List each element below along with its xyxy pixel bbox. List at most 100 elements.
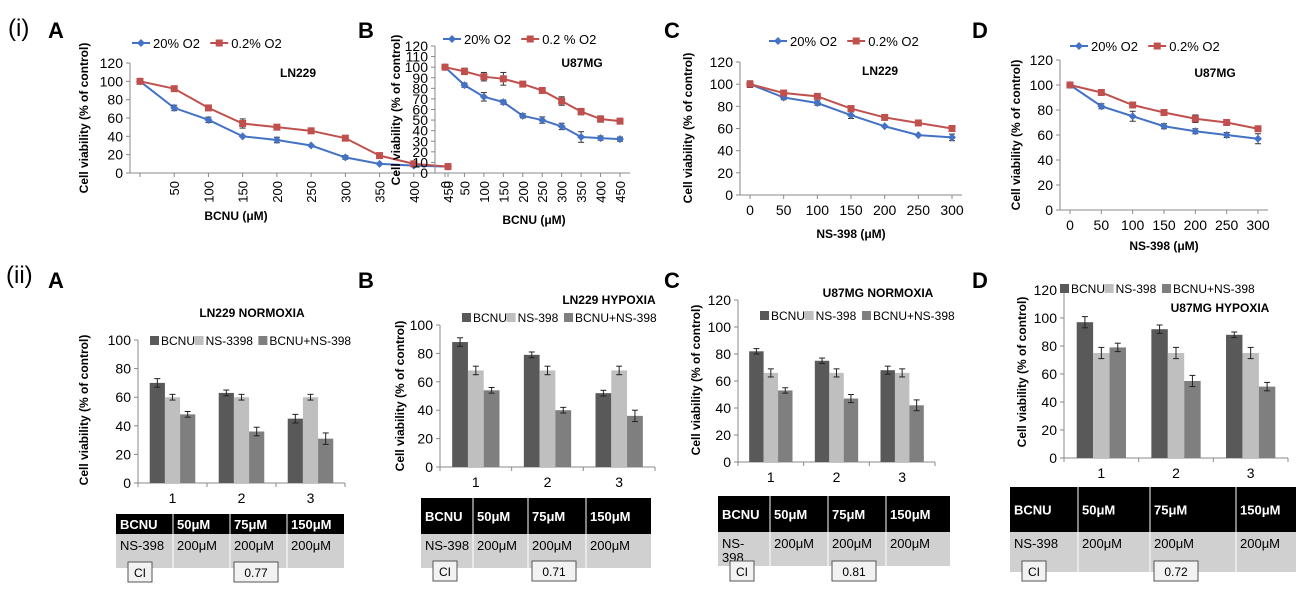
dose-table-header-cell: 75μM (832, 507, 865, 522)
data-point (1066, 81, 1074, 89)
x-tick-label: 2 (1172, 465, 1180, 481)
y-tick-label: 60 (107, 110, 123, 126)
x-tick-label: 350 (373, 181, 388, 203)
dose-table-row-bg (718, 532, 950, 566)
y-tick-label: 120 (100, 55, 124, 71)
data-point (948, 133, 956, 142)
data-point (746, 80, 754, 88)
bar-2 (1258, 386, 1276, 458)
data-point (1097, 102, 1106, 111)
x-tick-label: 3 (898, 469, 906, 485)
bar-0 (452, 342, 468, 467)
legend-label: BCNU+NS-398 (1173, 282, 1255, 296)
y-tick-label: 120 (708, 292, 732, 308)
data-point (238, 132, 247, 141)
x-tick-label: 450 (613, 181, 628, 203)
bar-2 (778, 390, 793, 462)
y-tick-label: 100 (405, 59, 429, 75)
legend-swatch-1 (506, 313, 516, 322)
y-tick-label: 80 (107, 92, 123, 108)
x-tick-label: 2 (833, 469, 841, 485)
dose-table-cell: NS- (722, 536, 744, 551)
chart-panel-iiA: A 0 20 40 60 80 100 Cell viability (% of contro… (48, 268, 351, 583)
panel-letter: C (664, 268, 680, 293)
row-label-i: (i) (8, 15, 29, 42)
y-tick-label: 20 (717, 165, 733, 181)
legend-label: 20% O2 (153, 36, 200, 51)
y-tick-label: 0 (725, 187, 733, 203)
y-tick-label: 40 (1037, 152, 1053, 168)
legend-label: 0.2 % O2 (542, 32, 596, 47)
legend-label: 20% O2 (464, 32, 511, 47)
bar-1 (894, 372, 910, 462)
x-tick-label: 200 (873, 202, 897, 218)
bar-1 (164, 397, 181, 483)
x-tick-label: 250 (304, 181, 319, 203)
legend-label: NS-398 (518, 311, 559, 325)
legend-label: NS-3398 (206, 334, 254, 348)
data-point (341, 134, 349, 142)
y-tick-label: 20 (417, 431, 433, 447)
panel-letter: B (358, 268, 374, 293)
x-tick-label: 150 (496, 181, 511, 203)
dose-table-header-bg (421, 498, 651, 534)
legend-swatch-1 (194, 336, 204, 345)
y-tick-label: 80 (1037, 102, 1053, 118)
y-tick-label: 20 (1041, 422, 1057, 438)
y-tick-label: 20 (107, 147, 123, 163)
bar-2 (180, 414, 196, 483)
y-tick-label: 20 (1037, 177, 1053, 193)
ci-label: CI (736, 565, 748, 579)
bar-0 (880, 370, 895, 462)
y-tick-label: 10 (412, 154, 428, 170)
bar-1 (302, 397, 319, 483)
y-tick-label: 40 (715, 400, 731, 416)
dose-table-header-cell: BCNU (1014, 503, 1052, 518)
x-tick-label: 150 (839, 202, 863, 218)
dose-table-cell: 200μM (477, 538, 517, 553)
dose-table-cell: 200μM (1082, 536, 1122, 551)
dose-table-header-cell: BCNU (120, 517, 158, 532)
dose-table-cell: 200μM (832, 536, 872, 551)
y-tick-label: 100 (708, 319, 732, 335)
data-point (538, 86, 546, 94)
bar-1 (611, 370, 628, 467)
data-point (444, 163, 452, 171)
legend-label: BCNU (1071, 282, 1105, 296)
dose-table-cell: 200μM (291, 538, 331, 553)
legend-label: 0.2% O2 (1169, 39, 1220, 54)
legend-marker (526, 35, 534, 43)
y-tick-label: 0 (123, 475, 131, 491)
ci-label-box (1021, 560, 1047, 582)
chart-title: LN229 NORMOXIA (199, 306, 305, 320)
data-point (1191, 127, 1200, 136)
bar-1 (539, 370, 556, 467)
x-tick-label: 100 (806, 202, 830, 218)
x-axis-label: BCNU (μM) (502, 213, 565, 227)
x-tick-label: 300 (940, 202, 964, 218)
legend-swatch-2 (564, 313, 573, 322)
x-tick-label: 200 (1184, 217, 1208, 233)
series-line-0 (139, 80, 449, 168)
data-point (307, 127, 315, 135)
bar-0 (595, 393, 612, 467)
y-tick-label: 40 (417, 402, 433, 418)
ci-value: 0.81 (842, 565, 866, 579)
legend-marker (1075, 42, 1083, 50)
x-tick-label: 200 (516, 181, 531, 203)
ci-value: 0.77 (244, 566, 268, 580)
ci-value: 0.71 (542, 565, 566, 579)
x-tick-label: 1 (767, 469, 775, 485)
y-tick-label: 90 (412, 70, 428, 86)
data-point (780, 89, 788, 97)
data-point (577, 108, 585, 116)
x-tick-label: 3 (615, 474, 623, 490)
bar-1 (829, 372, 844, 462)
bar-0 (287, 418, 303, 483)
dose-table-header-cell: BCNU (722, 507, 760, 522)
data-point (272, 136, 281, 144)
data-point (880, 122, 889, 131)
legend-swatch-0 (462, 313, 471, 322)
x-tick-label: 150 (236, 181, 251, 203)
